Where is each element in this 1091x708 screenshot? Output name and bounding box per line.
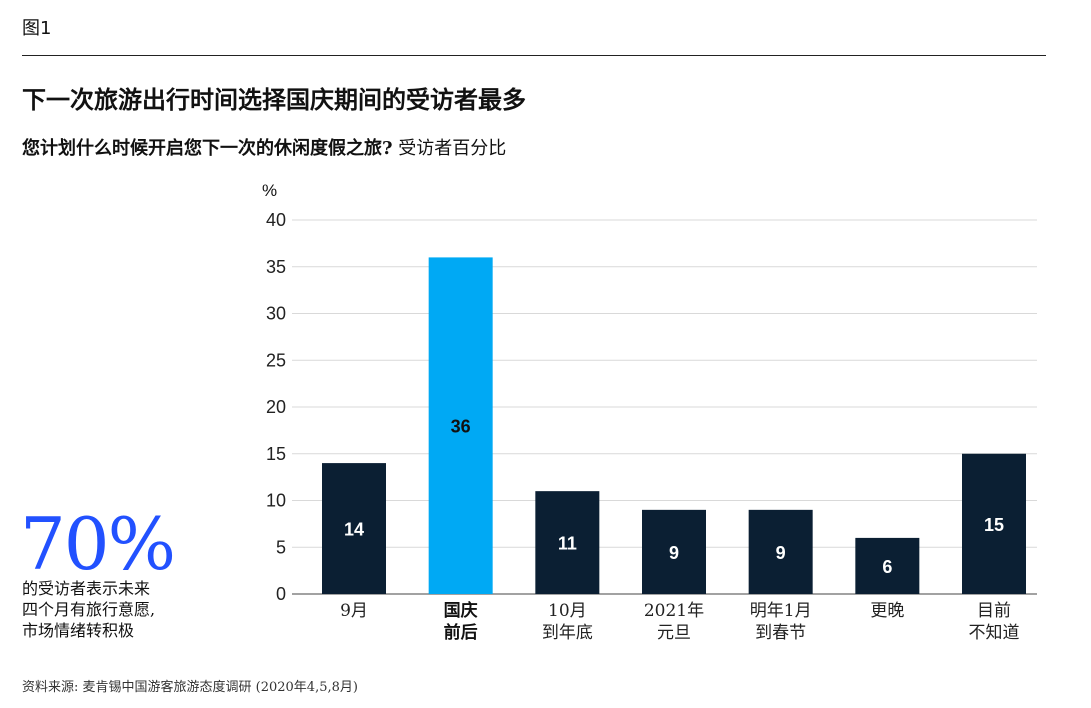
data-label: 15 bbox=[984, 515, 1004, 535]
y-tick-label: 25 bbox=[266, 350, 286, 370]
chart-subtitle: 您计划什么时候开启您下一次的休闲度假之旅? 受访者百分比 bbox=[22, 134, 506, 160]
y-tick-label: 15 bbox=[266, 444, 286, 464]
highlight-stat-line: 市场情绪转积极 bbox=[22, 621, 135, 640]
y-tick-label: 30 bbox=[266, 304, 286, 324]
data-label: 36 bbox=[451, 417, 471, 437]
data-label: 11 bbox=[558, 534, 577, 554]
bar bbox=[748, 509, 813, 594]
x-tick-label: 明年1月 bbox=[750, 601, 812, 621]
highlight-stat-text: 的受访者表示未来 四个月有旅行意愿, 市场情绪转积极 bbox=[22, 578, 155, 641]
x-tick-label: 前后 bbox=[444, 622, 478, 643]
bar bbox=[428, 257, 493, 594]
y-tick-label: 40 bbox=[266, 210, 286, 230]
y-tick-label: 0 bbox=[276, 584, 286, 604]
x-tick-label: 到年底 bbox=[542, 623, 593, 643]
x-tick-label: 国庆 bbox=[444, 600, 478, 621]
bar bbox=[855, 537, 920, 594]
data-label: 9 bbox=[776, 543, 786, 563]
data-label: 14 bbox=[344, 520, 364, 540]
x-tick-label: 目前 bbox=[977, 601, 1011, 621]
x-tick-label: 9月 bbox=[340, 601, 368, 621]
x-tick-label: 元旦 bbox=[657, 623, 691, 643]
x-tick-label: 更晚 bbox=[870, 601, 904, 621]
top-divider bbox=[22, 55, 1046, 56]
subtitle-unit: 受访者百分比 bbox=[398, 138, 507, 159]
x-tick-label: 10月 bbox=[548, 601, 587, 621]
chart-title: 下一次旅游出行时间选择国庆期间的受访者最多 bbox=[22, 85, 526, 114]
highlight-stat-value: 70% bbox=[20, 502, 176, 586]
x-tick-label: 到春节 bbox=[755, 623, 806, 643]
source-note: 资料来源: 麦肯锡中国游客旅游态度调研 (2020年4,5,8月) bbox=[22, 680, 358, 695]
x-tick-label: 2021年 bbox=[644, 601, 704, 621]
y-tick-label: 10 bbox=[266, 491, 286, 511]
subtitle-question: 您计划什么时候开启您下一次的休闲度假之旅? bbox=[22, 138, 393, 159]
bar bbox=[322, 463, 386, 594]
highlight-stat-line: 的受访者表示未来 bbox=[22, 579, 151, 598]
y-tick-label: 20 bbox=[266, 397, 286, 417]
y-tick-label: 5 bbox=[276, 537, 286, 557]
figure-label: 图1 bbox=[22, 18, 52, 39]
y-axis-unit: % bbox=[262, 181, 278, 200]
bar bbox=[962, 453, 1026, 594]
bar bbox=[642, 509, 706, 594]
highlight-stat-line: 四个月有旅行意愿, bbox=[22, 600, 156, 619]
data-label: 6 bbox=[882, 557, 892, 577]
bar bbox=[535, 491, 600, 594]
x-tick-label: 不知道 bbox=[969, 623, 1020, 643]
y-tick-label: 35 bbox=[266, 257, 286, 277]
data-label: 9 bbox=[669, 543, 679, 563]
